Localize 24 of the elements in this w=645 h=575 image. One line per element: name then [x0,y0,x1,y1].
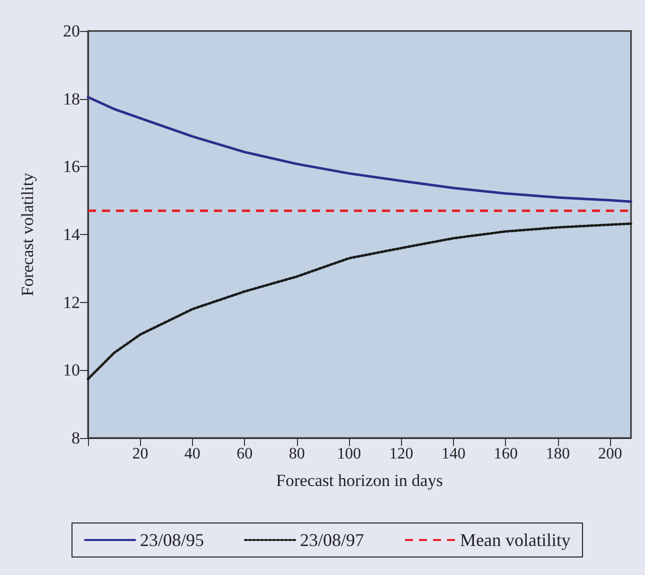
y-tick-label: 20 [63,22,80,40]
x-tick-label: 60 [236,446,253,462]
x-tick-label: 40 [184,446,200,462]
y-tick-label: 16 [63,157,80,176]
x-tick-label: 80 [288,446,305,462]
x-tick-label: 100 [337,446,362,462]
line-series [86,222,632,380]
legend-label: 23/08/97 [300,530,364,550]
y-tick-label: 12 [63,292,80,312]
y-tick-label: 14 [63,225,80,244]
y-tick-label: 18 [63,89,80,108]
x-tick-label: 200 [598,446,622,462]
x-tick-label: 20 [132,446,148,462]
x-axis-title: Forecast horizon in days [276,471,443,490]
y-axis-title: Forecast volatility [18,172,37,296]
line-series [86,96,632,203]
x-tick-label: 120 [389,446,414,462]
y-tick-label: 10 [63,360,80,380]
legend-label: 23/08/95 [140,530,204,550]
y-tick-label: 8 [72,428,80,448]
x-tick-label: 160 [494,446,518,462]
legend-label: Mean volatility [460,530,570,550]
x-tick-label: 140 [441,446,466,462]
x-tick-label: 180 [546,446,570,462]
